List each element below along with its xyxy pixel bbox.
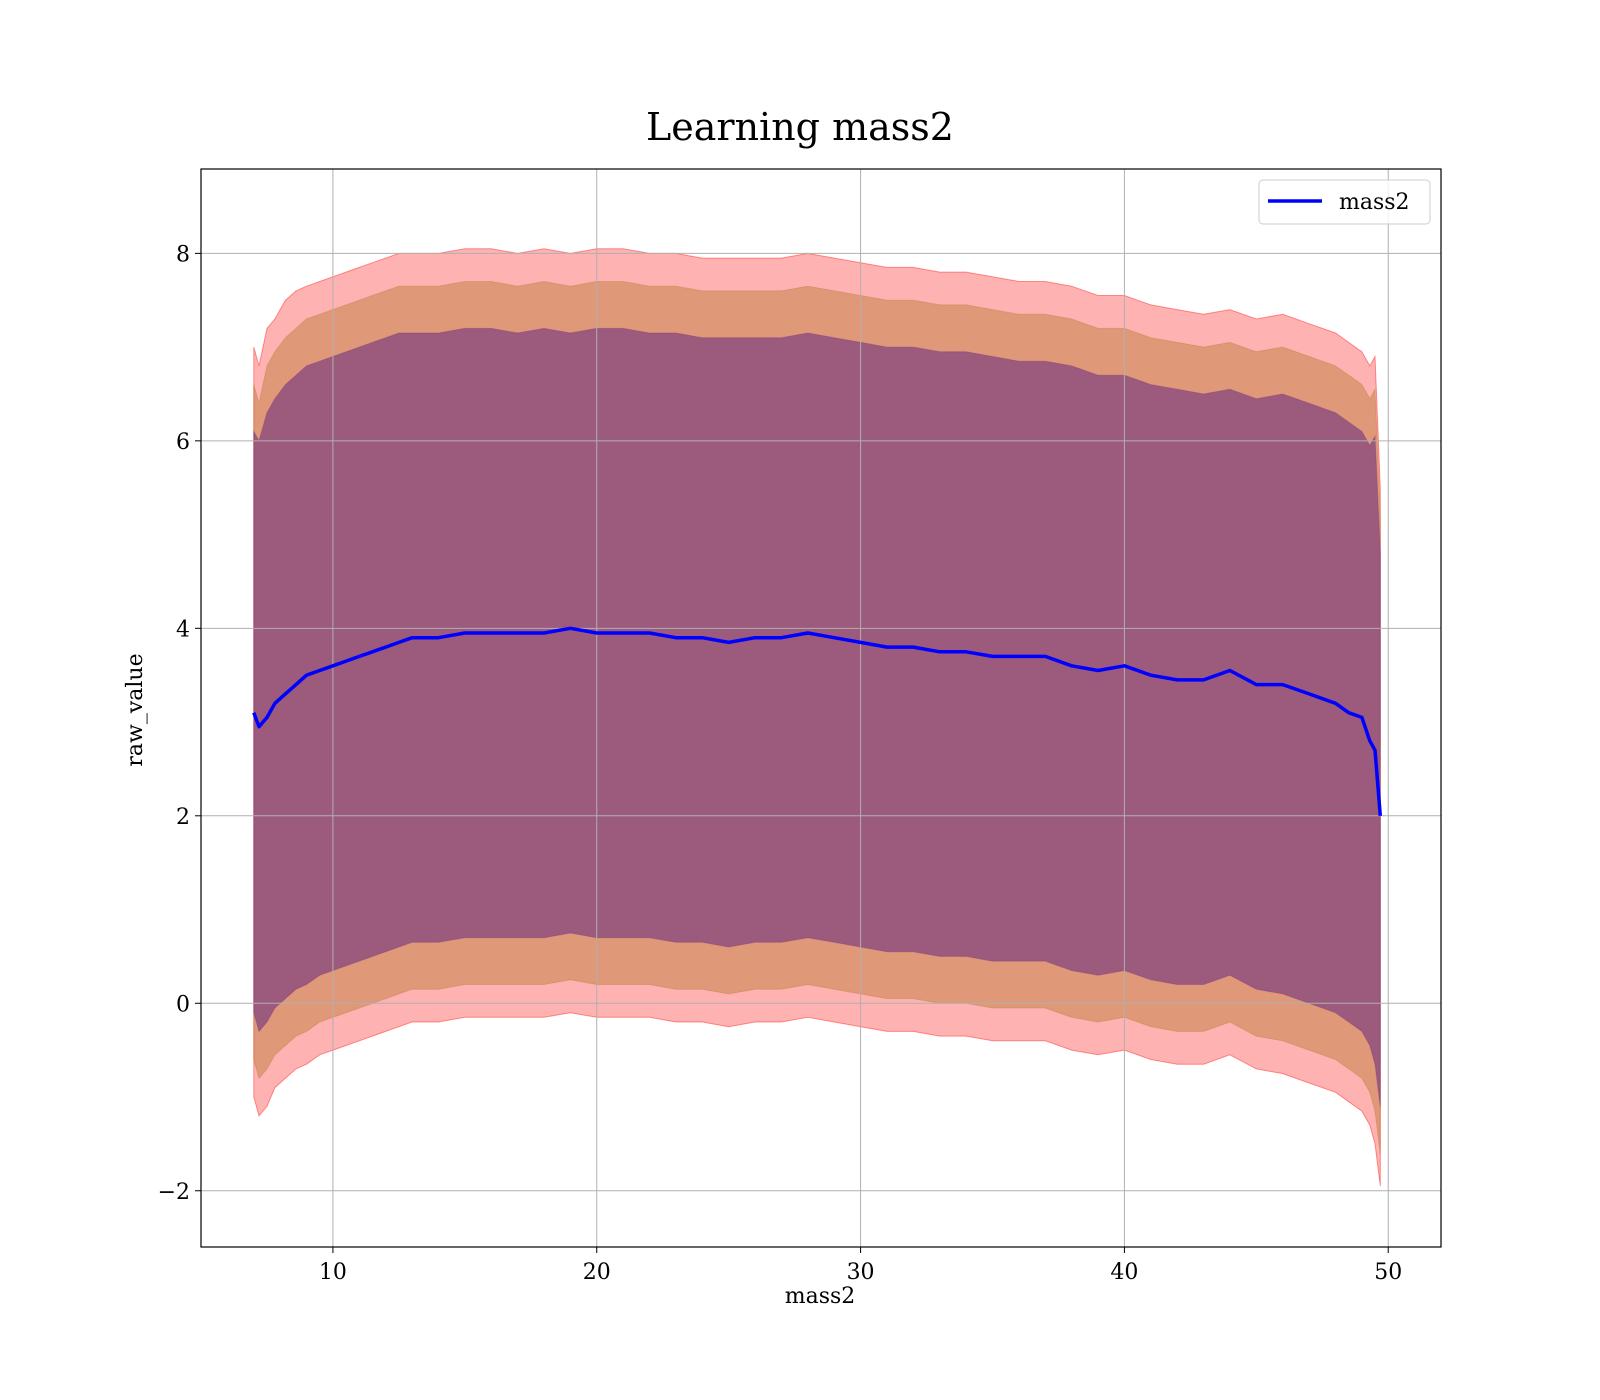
y-tick-label: −2: [158, 1180, 190, 1205]
series-lines: [252, 626, 1383, 816]
x-tick-label: 40: [1110, 1260, 1138, 1285]
x-tick-label: 10: [319, 1260, 347, 1285]
x-tick-label: 30: [847, 1260, 875, 1285]
chart-title: Learning mass2: [646, 105, 954, 149]
y-tick-label: 8: [176, 242, 190, 267]
grid-lines: [201, 169, 1441, 1247]
legend-label: mass2: [1339, 190, 1410, 215]
x-axis-label: mass2: [785, 1284, 856, 1309]
band-2: [253, 327, 1381, 1107]
y-tick-label: 4: [176, 617, 190, 642]
y-axis-ticks: −2 0 2 4 6 8: [158, 242, 201, 1205]
legend: mass2: [1258, 179, 1431, 225]
plot-frame: [200, 168, 1442, 1248]
x-tick-label: 50: [1374, 1260, 1402, 1285]
y-tick-label: 6: [176, 430, 190, 455]
y-tick-label: 0: [176, 992, 190, 1017]
y-tick-label: 2: [176, 805, 190, 830]
confidence-bands: [253, 248, 1381, 1187]
legend-box: [1258, 179, 1431, 225]
x-tick-label: 20: [583, 1260, 611, 1285]
series-line-mass2: [252, 626, 1383, 816]
x-axis-ticks: 10 20 30 40 50: [319, 1247, 1402, 1285]
y-axis-label: raw_value: [123, 653, 148, 766]
